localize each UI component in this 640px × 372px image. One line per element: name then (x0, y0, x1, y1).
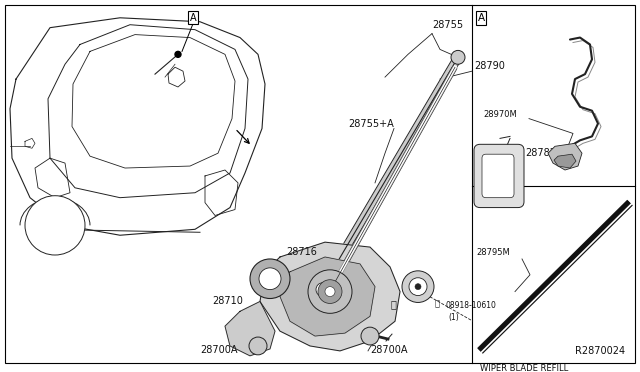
Circle shape (451, 51, 465, 64)
Text: 28700A: 28700A (200, 345, 237, 355)
Circle shape (308, 270, 352, 313)
Text: 28790: 28790 (474, 61, 505, 71)
Text: Ⓝ: Ⓝ (390, 299, 396, 310)
Polygon shape (548, 143, 582, 170)
Text: WIPER BLADE REFILL: WIPER BLADE REFILL (480, 364, 568, 372)
Text: 08918-10610: 08918-10610 (446, 301, 497, 310)
Circle shape (409, 278, 427, 295)
Text: A: A (477, 13, 484, 23)
Circle shape (415, 284, 421, 290)
Circle shape (402, 271, 434, 302)
Text: Ⓝ: Ⓝ (435, 299, 440, 308)
Circle shape (259, 268, 281, 290)
Circle shape (318, 280, 342, 304)
Text: 28795M: 28795M (476, 248, 509, 257)
Circle shape (250, 259, 290, 298)
Circle shape (309, 276, 337, 304)
Polygon shape (280, 257, 375, 336)
Text: 28716: 28716 (286, 247, 317, 257)
Circle shape (175, 51, 181, 57)
Polygon shape (554, 154, 576, 168)
Text: 28970M: 28970M (483, 110, 516, 119)
Circle shape (249, 337, 267, 355)
FancyBboxPatch shape (474, 144, 524, 208)
Text: (1): (1) (448, 313, 459, 322)
Text: 28782: 28782 (525, 148, 556, 158)
Polygon shape (260, 242, 400, 351)
Text: R2870024: R2870024 (575, 346, 625, 356)
Polygon shape (225, 301, 275, 356)
Circle shape (361, 327, 379, 345)
Circle shape (25, 196, 85, 255)
Text: 28755: 28755 (432, 20, 463, 30)
Circle shape (316, 283, 330, 296)
Text: 28700A: 28700A (370, 345, 408, 355)
Text: 28755+A: 28755+A (348, 119, 394, 128)
Circle shape (325, 287, 335, 296)
Text: A: A (189, 13, 196, 23)
FancyBboxPatch shape (482, 154, 514, 198)
Text: 28710: 28710 (212, 296, 243, 307)
